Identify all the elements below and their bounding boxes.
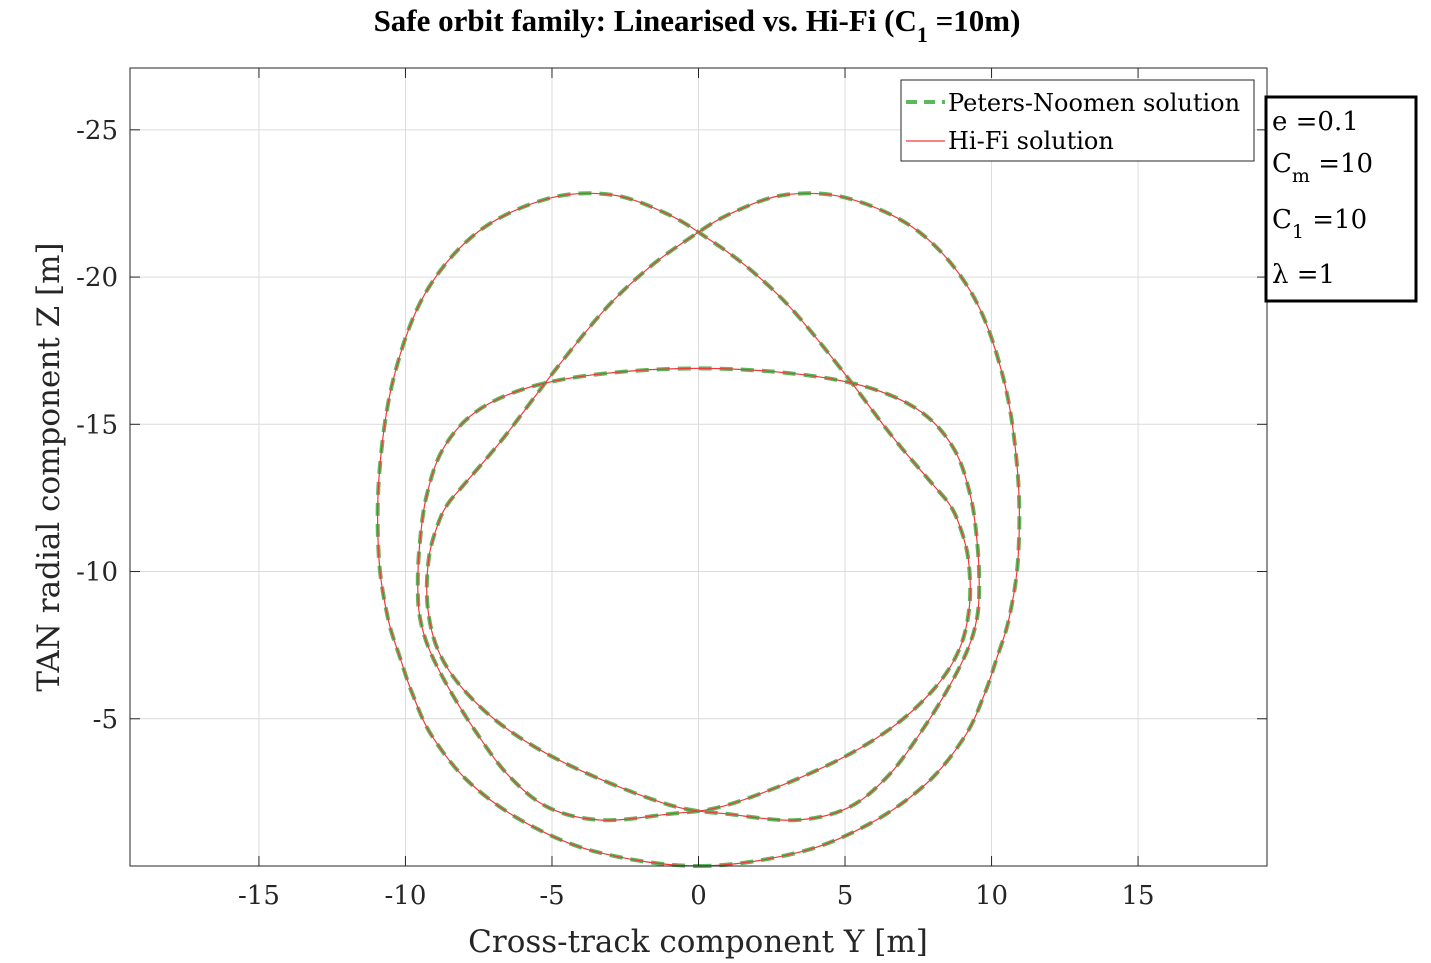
series-line-hifi xyxy=(377,192,1020,867)
legend-label-hifi: Hi-Fi solution xyxy=(948,127,1114,155)
x-tick-label: -5 xyxy=(539,881,564,911)
parameter-annotation: e =0.1 Cm =10 C1 =10 λ =1 xyxy=(1264,95,1418,303)
annotation-eccentricity: e =0.1 xyxy=(1272,107,1359,137)
chart-title-subscript: 1 xyxy=(917,22,928,47)
legend: Peters-Noomen solution Hi-Fi solution xyxy=(900,79,1255,162)
x-tick-label: 5 xyxy=(837,881,854,911)
y-tick-label: -15 xyxy=(76,410,118,440)
chart-title-suffix: =10m) xyxy=(928,3,1021,38)
annotation-box xyxy=(1264,95,1418,303)
x-tick-label: 0 xyxy=(690,881,707,911)
y-axis-label: TAN radial component Z [m] xyxy=(31,242,67,691)
y-tick-label: -5 xyxy=(93,705,118,735)
annotation-c1: C1 =10 xyxy=(1272,205,1367,243)
series-group xyxy=(375,191,1022,868)
legend-box xyxy=(900,79,1255,162)
x-tick-label: -15 xyxy=(238,881,280,911)
x-tick-label: -10 xyxy=(385,881,427,911)
y-tick-label: -20 xyxy=(76,263,118,293)
annotation-lambda: λ =1 xyxy=(1272,260,1335,290)
x-tick-label: 15 xyxy=(1122,881,1155,911)
y-tick-label: -10 xyxy=(76,558,118,588)
legend-label-peters-noomen: Peters-Noomen solution xyxy=(948,89,1240,117)
grid xyxy=(130,68,1267,866)
chart-title-prefix: Safe orbit family: Linearised vs. Hi-Fi … xyxy=(374,3,917,38)
chart-title: Safe orbit family: Linearised vs. Hi-Fi … xyxy=(374,3,1021,47)
y-tick-label: -25 xyxy=(76,116,118,146)
x-axis-label: Cross-track component Y [m] xyxy=(468,924,928,960)
axis-ticks: -15 -10 -5 0 5 10 15 -5 -10 -15 -20 -25 xyxy=(76,68,1267,911)
annotation-cm: Cm =10 xyxy=(1272,149,1373,187)
x-tick-label: 10 xyxy=(975,881,1008,911)
